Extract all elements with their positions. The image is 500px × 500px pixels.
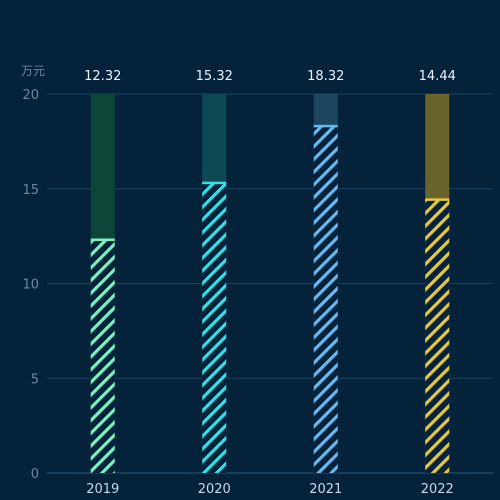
bar-2021 [313,125,338,473]
x-tick-label-2020: 2020 [198,482,231,497]
y-tick-label: 15 [22,183,39,198]
y-tick-label: 5 [31,372,39,387]
y-tick-label: 0 [31,467,39,482]
bar-2019 [90,239,115,473]
x-tick-label-2019: 2019 [86,482,119,497]
bar-cap-2020 [202,181,227,185]
labels-layer: 0 5 10 15 20 万元 12.32 2019 15.32 2020 18.32 2021 14.… [21,64,456,497]
bar-cap-2019 [90,238,115,242]
bar-2020 [202,182,227,473]
bar-cap-2022 [425,198,450,201]
bar-2022 [425,199,450,473]
y-tick-label: 10 [22,278,39,293]
x-tick-label-2022: 2022 [421,482,454,497]
value-label-2020: 15.32 [196,69,233,84]
x-tick-label-2021: 2021 [309,482,342,497]
bar-cap-2021 [313,124,338,128]
value-label-2022: 14.44 [419,69,456,84]
grid-layer [47,93,493,474]
y-tick-label: 20 [22,88,39,103]
y-axis-unit-label: 万元 [21,64,45,78]
value-label-2021: 18.32 [307,69,344,84]
value-label-2019: 12.32 [84,69,121,84]
bars-layer [90,94,450,473]
